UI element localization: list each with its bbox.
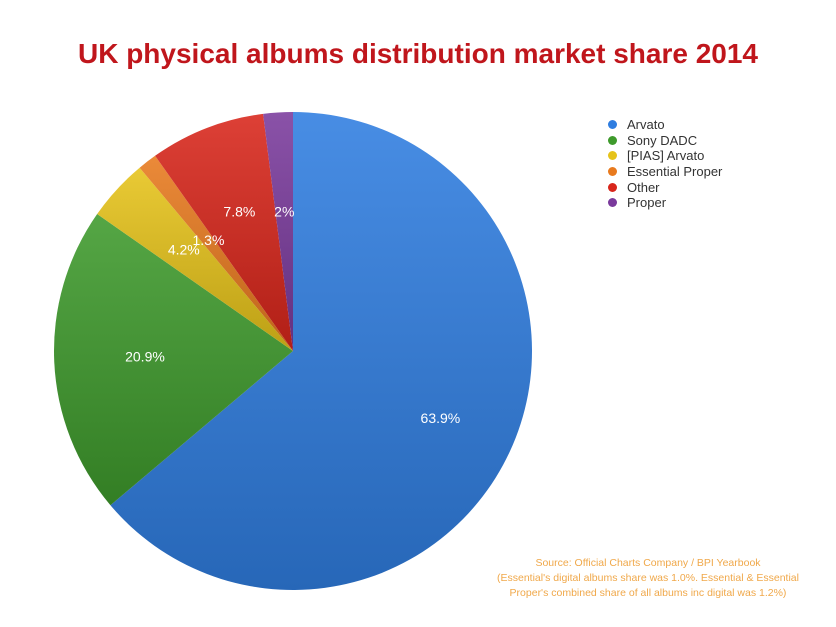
source-note: Source: Official Charts Company / BPI Ye… [470,556,826,601]
legend-item-proper: Proper [608,195,722,211]
legend-label: Arvato [627,117,665,133]
legend-label: Essential Proper [627,164,723,180]
slice-label-arvato: 63.9% [421,410,461,426]
slice-label-essential-proper: 1.3% [192,232,224,248]
pie-slice-sony-dadc [54,214,294,506]
pie-slice-proper [263,112,293,351]
slice-label-sony-dadc: 20.9% [125,348,165,364]
legend-swatch [608,135,617,145]
source-line: (Essential's digital albums share was 1.… [497,572,799,584]
pie-slice-other [155,113,293,351]
legend-label: Other [627,179,660,195]
legend-item-sony-dadc: Sony DADC [608,133,722,149]
chart-title: UK physical albums distribution market s… [77,38,758,69]
legend-swatch [608,120,617,130]
pie-slice-pias-arvato [97,167,293,351]
source-line: Source: Official Charts Company / BPI Ye… [535,557,761,569]
legend-swatch [608,167,617,177]
source-line: Proper's combined share of all albums in… [509,587,787,599]
pie-slice-arvato [110,112,533,590]
legend-swatch [608,198,617,208]
pie-slices [54,112,533,590]
slice-label-other: 7.8% [223,204,255,220]
legend-label: Sony DADC [627,132,698,148]
legend-item-arvato: Arvato [608,117,722,133]
slice-label-pias-arvato: 4.2% [168,242,200,258]
legend-label: [PIAS] Arvato [627,148,705,164]
legend-swatch [608,182,617,192]
slice-label-proper: 2% [274,203,294,219]
legend-item-other: Other [608,179,722,195]
pie-slice-essential-proper [139,155,293,351]
legend: Arvato Sony DADC [PIAS] Arvato Essential Pr… [608,117,722,211]
legend-item-essential-proper: Essential Proper [608,164,722,180]
legend-label: Proper [627,195,667,211]
pie-labels: 63.9% 20.9% 4.2%1.3% 7.8% 2% [125,203,460,426]
legend-item-pias-arvato: [PIAS] Arvato [608,148,722,164]
legend-swatch [608,151,617,161]
